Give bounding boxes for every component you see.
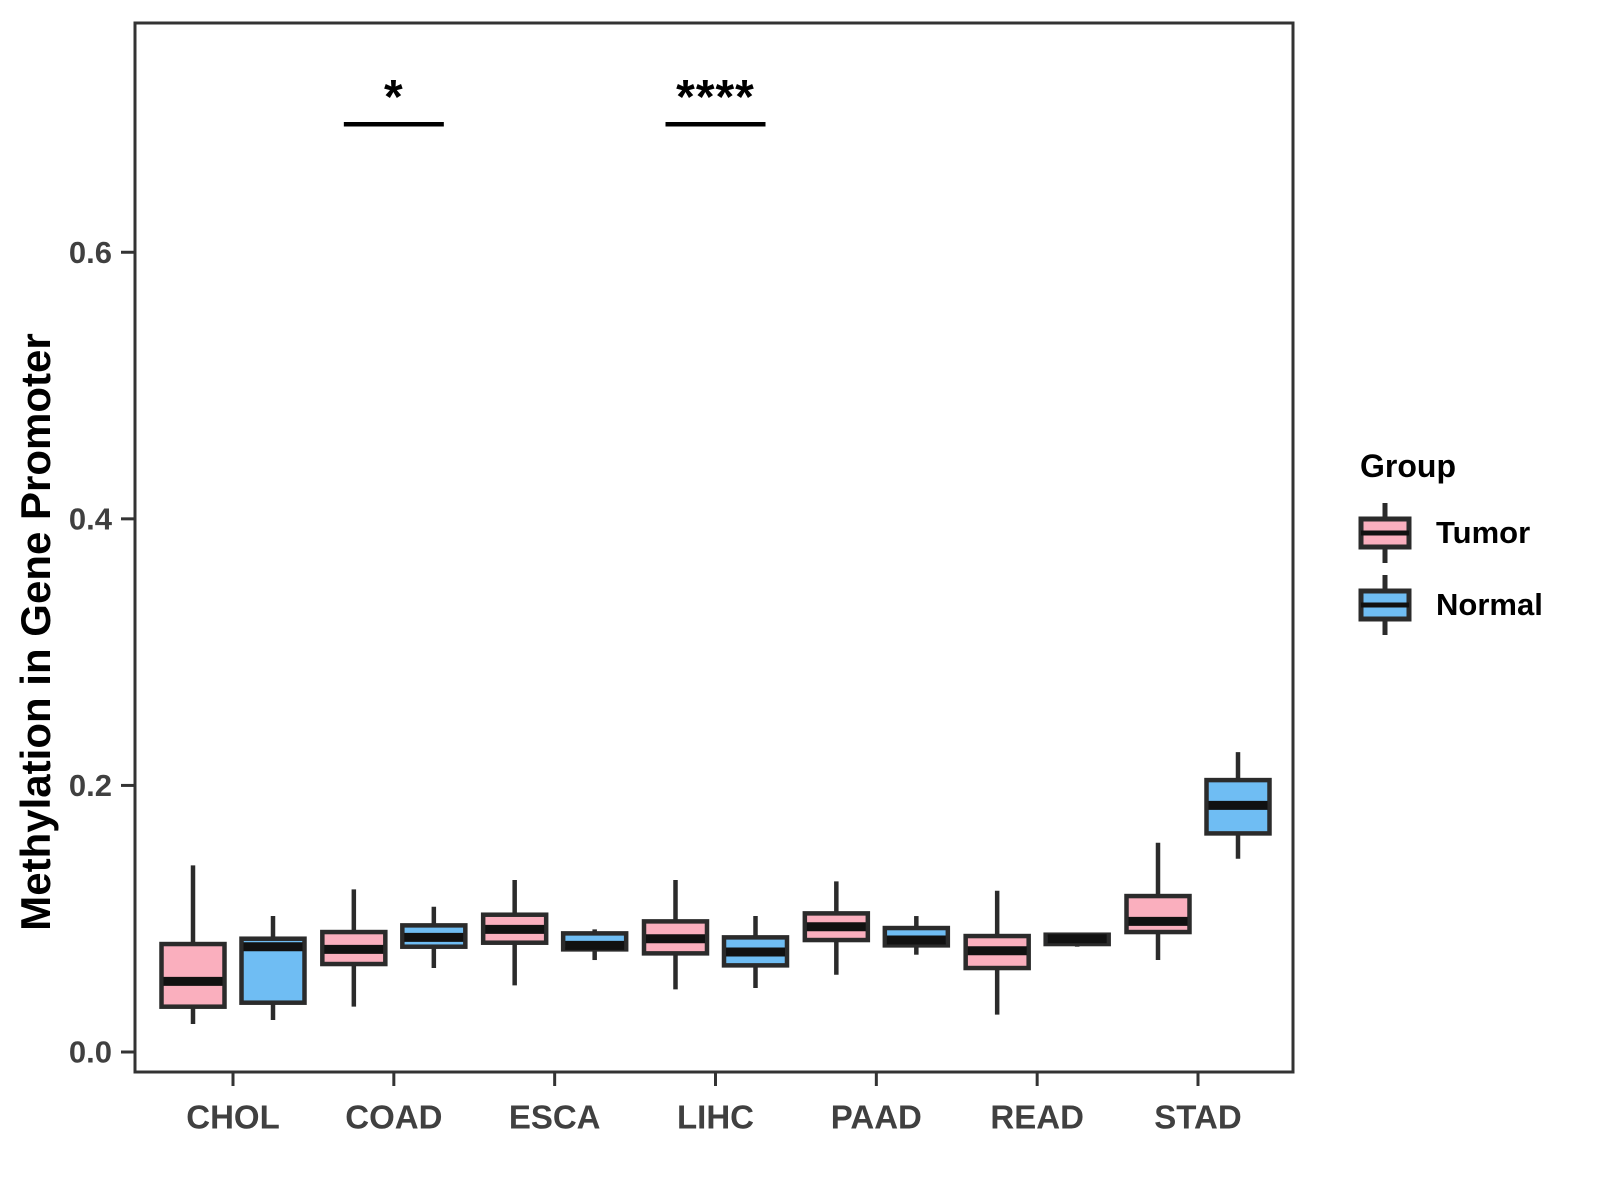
- y-tick-label: 0.4: [69, 501, 113, 536]
- legend-label-normal: Normal: [1436, 587, 1543, 622]
- panel-border: [133, 21, 1295, 1074]
- box-tumor-chol: [159, 941, 227, 1009]
- tumor-boxplot-key-icon: [1358, 503, 1412, 563]
- legend-entry-normal: Normal: [1358, 573, 1543, 637]
- box-tumor-stad: [1124, 893, 1192, 935]
- x-tick-label-paad: PAAD: [831, 1099, 922, 1136]
- y-axis-title: Methylation in Gene Promoter: [12, 333, 59, 931]
- normal-boxplot-key-icon: [1358, 575, 1412, 635]
- y-tick-label: 0.0: [69, 1035, 112, 1070]
- x-tick-label-read: READ: [990, 1099, 1084, 1136]
- legend-entry-tumor: Tumor: [1358, 501, 1543, 565]
- y-tick-label: 0.2: [69, 768, 112, 803]
- x-tick-label-lihc: LIHC: [677, 1099, 754, 1136]
- legend: Group Tumor Normal: [1358, 448, 1543, 645]
- x-tick-label-chol: CHOL: [186, 1099, 280, 1136]
- x-tick-label-stad: STAD: [1154, 1099, 1241, 1136]
- significance-label-coad: *: [384, 71, 404, 124]
- legend-title: Group: [1360, 448, 1456, 484]
- x-tick-label-esca: ESCA: [509, 1099, 601, 1136]
- legend-label-tumor: Tumor: [1436, 515, 1531, 550]
- y-tick-label: 0.6: [69, 235, 112, 270]
- significance-label-lihc: ****: [676, 71, 755, 124]
- x-tick-label-coad: COAD: [345, 1099, 442, 1136]
